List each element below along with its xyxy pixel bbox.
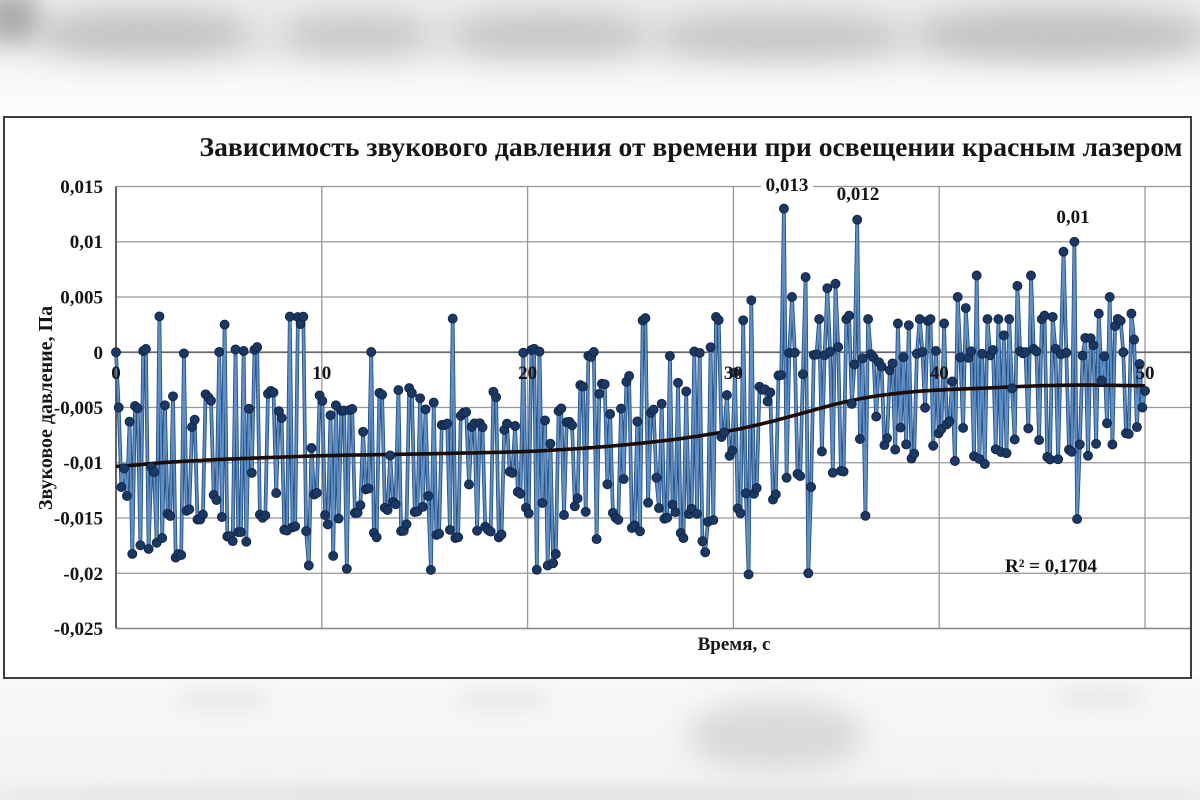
svg-text:10: 10 bbox=[312, 363, 331, 384]
svg-text:40: 40 bbox=[930, 363, 949, 384]
svg-text:-0,025: -0,025 bbox=[54, 619, 103, 640]
svg-text:0: 0 bbox=[94, 343, 104, 364]
svg-text:0: 0 bbox=[111, 363, 121, 384]
svg-text:0,01: 0,01 bbox=[1056, 207, 1089, 228]
svg-text:0,012: 0,012 bbox=[837, 184, 880, 205]
svg-text:50: 50 bbox=[1136, 363, 1155, 384]
svg-text:Время, с: Время, с bbox=[698, 634, 771, 655]
svg-text:-0,02: -0,02 bbox=[63, 564, 103, 585]
svg-text:0,013: 0,013 bbox=[766, 175, 809, 196]
svg-text:Звуковое давление, Па: Звуковое давление, Па bbox=[35, 306, 57, 510]
svg-text:-0,005: -0,005 bbox=[54, 398, 103, 419]
svg-text:R² = 0,1704: R² = 0,1704 bbox=[1005, 556, 1097, 577]
svg-text:0,005: 0,005 bbox=[60, 288, 103, 309]
svg-text:20: 20 bbox=[518, 363, 537, 384]
svg-text:0,015: 0,015 bbox=[60, 177, 103, 198]
svg-text:-0,01: -0,01 bbox=[63, 453, 103, 474]
svg-text:Зависимость звукового давления: Зависимость звукового давления от времен… bbox=[200, 131, 1183, 162]
svg-text:-0,015: -0,015 bbox=[54, 509, 103, 530]
svg-text:30: 30 bbox=[724, 363, 743, 384]
svg-text:0,01: 0,01 bbox=[70, 232, 103, 253]
